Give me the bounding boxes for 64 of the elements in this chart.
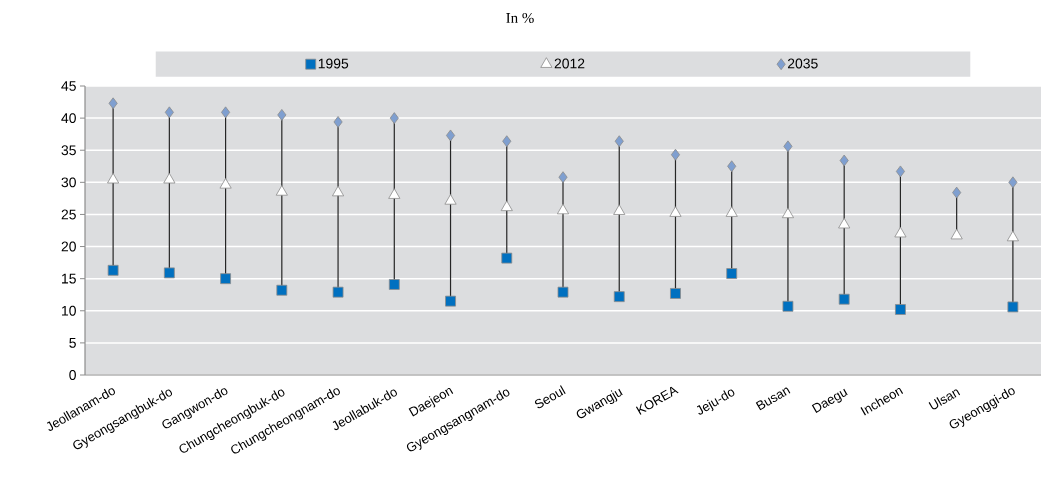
point bbox=[108, 97, 118, 110]
point bbox=[1007, 301, 1019, 313]
point bbox=[219, 178, 232, 189]
point bbox=[501, 252, 513, 264]
y-tick-label: 30 bbox=[61, 177, 76, 188]
legend-label: 2012 bbox=[554, 58, 585, 69]
point bbox=[614, 135, 624, 148]
point bbox=[446, 129, 456, 142]
legend-label: 2035 bbox=[787, 58, 818, 69]
point bbox=[220, 273, 231, 285]
point bbox=[556, 203, 570, 215]
point bbox=[1008, 176, 1018, 189]
point bbox=[727, 160, 737, 173]
point bbox=[389, 112, 399, 125]
point bbox=[502, 135, 512, 148]
point bbox=[163, 267, 175, 279]
point bbox=[1006, 230, 1019, 242]
y-tick-label: 20 bbox=[61, 241, 76, 252]
point bbox=[726, 268, 738, 279]
y-tick-label: 0 bbox=[69, 370, 76, 380]
point bbox=[781, 207, 794, 219]
point bbox=[952, 186, 962, 199]
point bbox=[221, 106, 231, 119]
point bbox=[164, 106, 174, 119]
point bbox=[782, 300, 794, 312]
y-tick-label: 35 bbox=[61, 145, 76, 156]
point bbox=[670, 288, 681, 299]
y-tick-label: 15 bbox=[62, 273, 76, 284]
y-tick-label: 40 bbox=[61, 113, 76, 124]
point bbox=[444, 194, 457, 205]
point bbox=[388, 188, 401, 199]
point bbox=[558, 171, 568, 184]
y-tick-label: 45 bbox=[61, 81, 76, 91]
point bbox=[669, 206, 682, 217]
point bbox=[725, 206, 738, 217]
y-tick-label: 5 bbox=[69, 338, 76, 348]
point bbox=[445, 295, 456, 307]
y-tick-label: 10 bbox=[62, 305, 76, 316]
point bbox=[107, 172, 120, 184]
point bbox=[332, 286, 344, 298]
point bbox=[613, 204, 626, 215]
point bbox=[276, 284, 288, 296]
point bbox=[275, 185, 288, 196]
point bbox=[332, 185, 345, 197]
chart-title: In % bbox=[506, 12, 534, 24]
point bbox=[783, 140, 793, 153]
point bbox=[839, 154, 849, 167]
y-tick-label: 25 bbox=[61, 209, 76, 220]
point bbox=[107, 264, 119, 276]
point bbox=[895, 165, 905, 178]
point bbox=[333, 116, 343, 128]
point bbox=[670, 148, 680, 161]
point bbox=[950, 228, 963, 240]
point bbox=[838, 217, 851, 229]
point bbox=[894, 226, 907, 238]
point bbox=[838, 293, 850, 305]
point bbox=[895, 304, 906, 315]
point bbox=[557, 286, 569, 298]
point bbox=[500, 200, 513, 212]
point bbox=[163, 172, 176, 184]
point bbox=[388, 279, 400, 290]
legend-label: 1995 bbox=[318, 58, 349, 69]
point bbox=[277, 109, 287, 121]
point bbox=[613, 291, 625, 303]
